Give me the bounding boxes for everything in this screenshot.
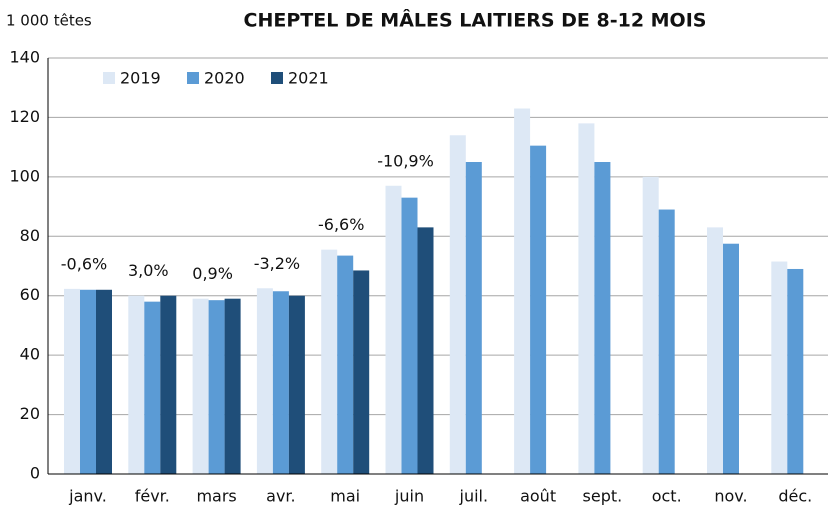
annotation: -0,6% bbox=[61, 254, 107, 273]
bar bbox=[465, 162, 482, 474]
y-tick-label: 120 bbox=[9, 107, 40, 126]
bar bbox=[594, 162, 611, 474]
x-tick-label: oct. bbox=[652, 487, 682, 506]
annotation: 0,9% bbox=[192, 264, 233, 283]
bar bbox=[514, 108, 531, 474]
x-tick-label: août bbox=[520, 487, 556, 506]
bar bbox=[771, 261, 788, 474]
bar bbox=[96, 289, 112, 474]
bar bbox=[272, 291, 289, 474]
x-tick-label: mai bbox=[330, 487, 360, 506]
bar bbox=[417, 227, 434, 474]
annotation: -10,9% bbox=[377, 151, 434, 170]
legend-swatch bbox=[271, 72, 283, 84]
bar bbox=[256, 288, 273, 474]
bar bbox=[128, 295, 145, 474]
bar bbox=[160, 295, 177, 474]
bar bbox=[353, 270, 370, 474]
legend-label: 2021 bbox=[288, 69, 329, 88]
legend-swatch bbox=[103, 72, 115, 84]
y-tick-label: 80 bbox=[20, 226, 40, 245]
y-tick-label: 140 bbox=[9, 48, 40, 67]
x-tick-label: juil. bbox=[459, 487, 489, 506]
bar bbox=[401, 197, 418, 474]
bar bbox=[192, 298, 209, 474]
bar bbox=[321, 249, 338, 474]
x-tick-label: déc. bbox=[778, 487, 812, 506]
legend-label: 2020 bbox=[204, 69, 245, 88]
bar bbox=[385, 185, 402, 474]
chart-title: CHEPTEL DE MÂLES LAITIERS DE 8-12 MOIS bbox=[244, 9, 707, 32]
bar bbox=[64, 288, 80, 474]
bar bbox=[787, 268, 804, 474]
bar bbox=[224, 298, 241, 474]
bar bbox=[658, 209, 675, 475]
y-tick-label: 60 bbox=[20, 285, 40, 304]
y-tick-label: 100 bbox=[9, 166, 40, 185]
x-tick-label: févr. bbox=[135, 487, 170, 506]
bar bbox=[337, 255, 354, 474]
x-tick-label: sept. bbox=[583, 487, 623, 506]
bar bbox=[288, 295, 305, 474]
bar bbox=[449, 135, 466, 474]
x-tick-label: janv. bbox=[68, 487, 107, 506]
annotation: -3,2% bbox=[254, 254, 300, 273]
annotation: -6,6% bbox=[318, 215, 364, 234]
y-axis-label: 1 000 têtes bbox=[6, 12, 92, 30]
x-tick-label: juin bbox=[394, 487, 424, 506]
bar bbox=[80, 289, 96, 474]
x-tick-label: nov. bbox=[714, 487, 747, 506]
y-tick-label: 20 bbox=[20, 404, 40, 423]
legend-swatch bbox=[187, 72, 199, 84]
bar bbox=[144, 301, 161, 474]
x-tick-label: mars bbox=[196, 487, 236, 506]
bar bbox=[530, 145, 547, 474]
bar bbox=[707, 227, 723, 474]
bar bbox=[578, 123, 595, 474]
annotation: 3,0% bbox=[128, 261, 169, 280]
bar bbox=[723, 243, 739, 474]
bar bbox=[642, 176, 659, 474]
y-tick-label: 40 bbox=[20, 345, 40, 364]
x-tick-label: avr. bbox=[266, 487, 295, 506]
legend-label: 2019 bbox=[120, 69, 161, 88]
bar bbox=[208, 300, 225, 474]
y-tick-label: 0 bbox=[30, 464, 40, 483]
